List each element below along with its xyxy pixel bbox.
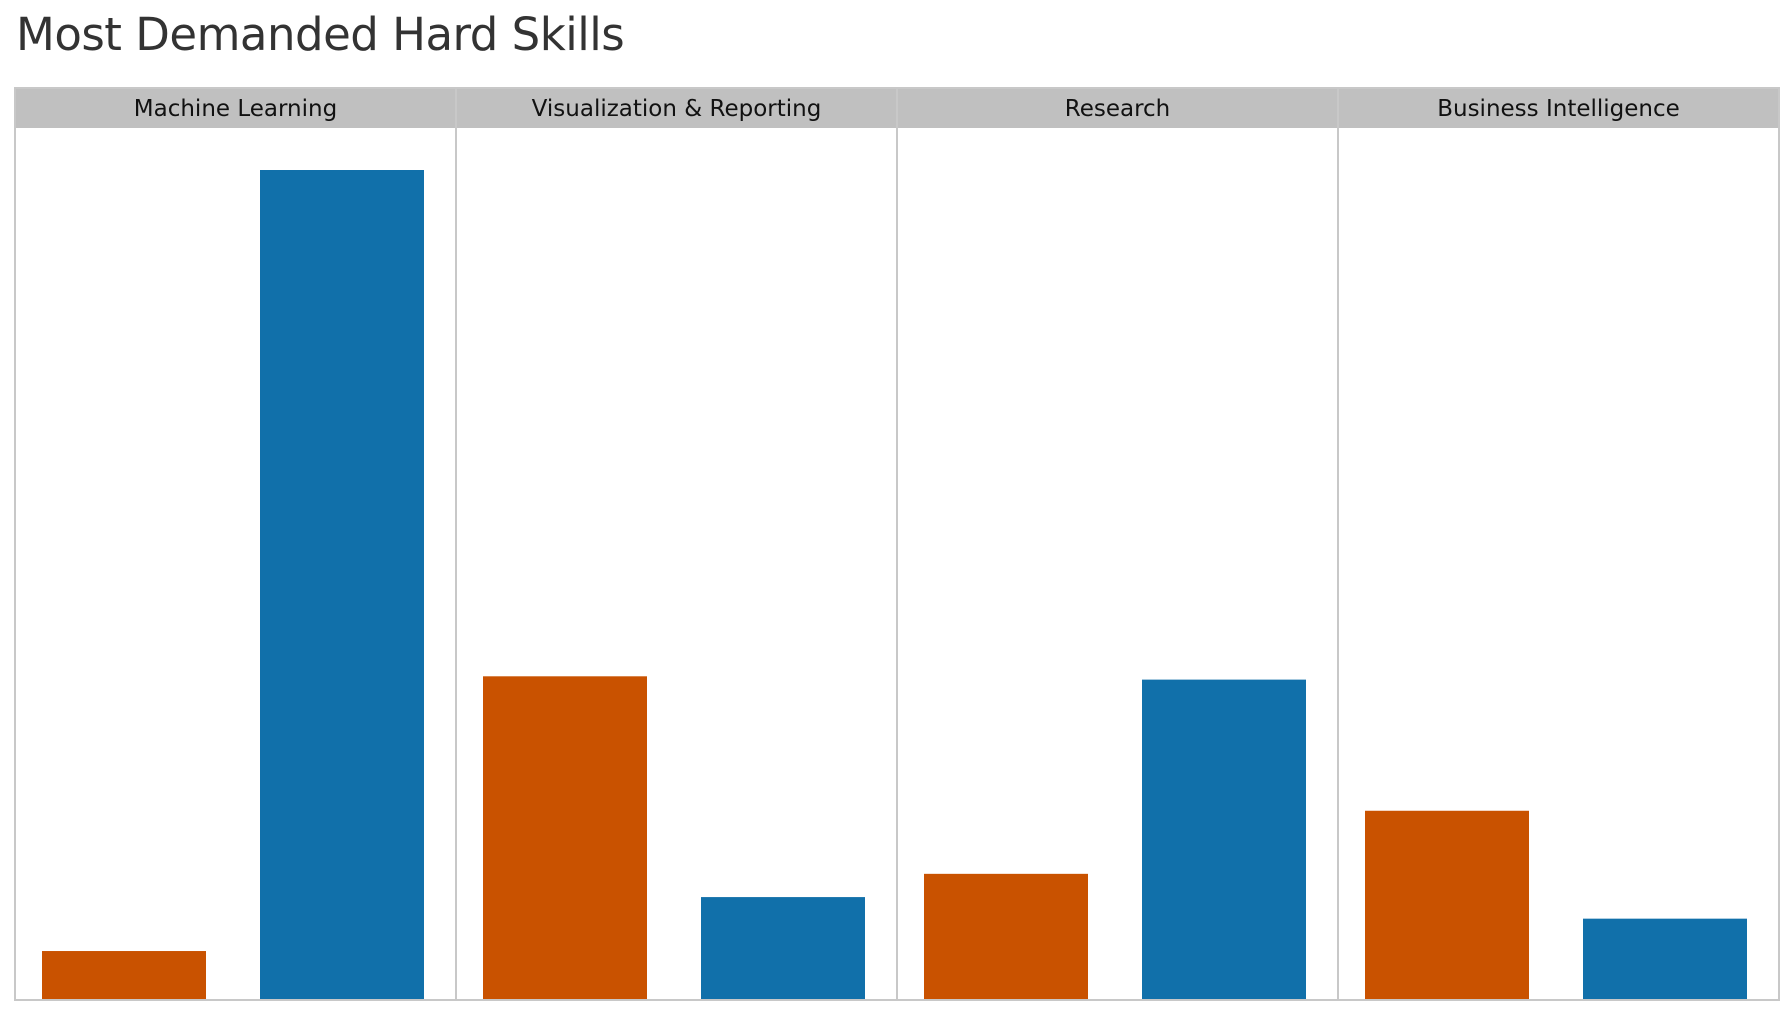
panel-header-label-machine-learning: Machine Learning (134, 96, 337, 122)
bar-visualization-reporting-2 (701, 897, 865, 1000)
chart-frame (14, 87, 1780, 1001)
bar-business-intelligence-1 (1365, 810, 1529, 1000)
bar-research-2 (1142, 679, 1306, 1000)
panel-header-label-business-intelligence: Business Intelligence (1437, 96, 1680, 122)
bar-visualization-reporting-1 (483, 676, 647, 1000)
panel-header-research (897, 88, 1338, 128)
chart-title: Most Demanded Hard Skills (16, 8, 625, 61)
bar-machine-learning-2 (260, 170, 424, 1000)
panel-header-visualization-reporting (456, 88, 897, 128)
plot-border (14, 87, 1780, 1001)
bar-machine-learning-1 (42, 951, 206, 1000)
panel-header-label-research: Research (1065, 96, 1171, 122)
panel-header-business-intelligence (1338, 88, 1779, 128)
bars (42, 170, 1747, 1000)
bar-research-1 (924, 873, 1088, 1000)
panel-header-machine-learning (15, 88, 456, 128)
panel-headers: Machine Learning Visualization & Reportin… (15, 88, 1779, 128)
panel-header-label-visualization-reporting: Visualization & Reporting (532, 96, 822, 122)
bar-business-intelligence-2 (1583, 918, 1747, 1000)
